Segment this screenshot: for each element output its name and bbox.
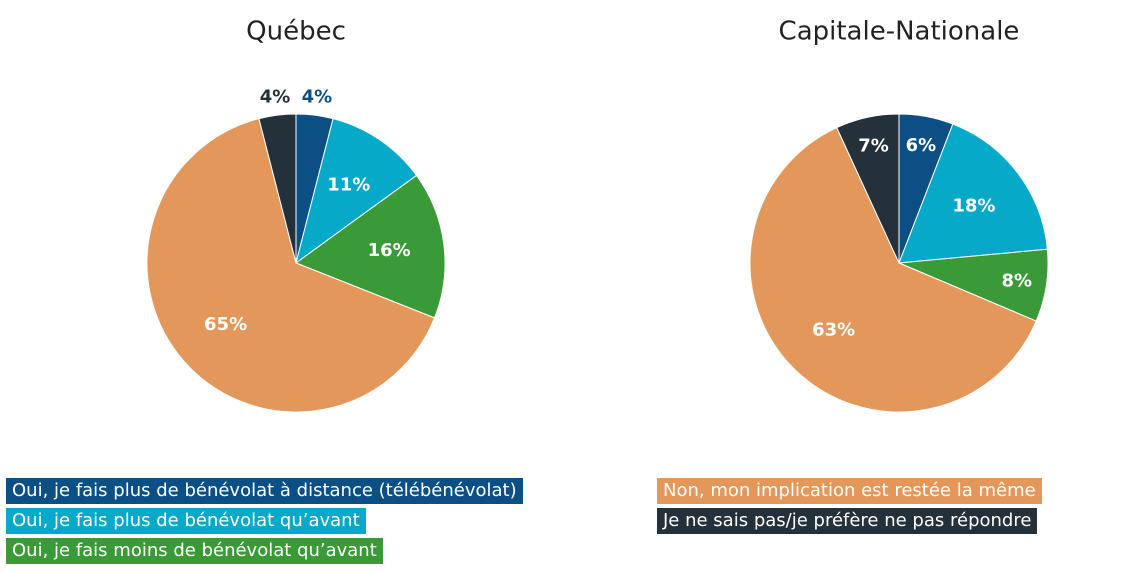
legend-entry: Oui, je fais plus de bénévolat qu’avant — [6, 508, 366, 534]
pie-slice — [294, 174, 446, 319]
chart-title: Québec — [246, 17, 346, 47]
chart-title: Capitale-Nationale — [779, 17, 1020, 47]
data-label: 8% — [1002, 270, 1033, 291]
charts: Québec 4% 11% 16% 65% 4% Capitale-Nationale 6% 1… — [146, 17, 1049, 413]
data-label: 65% — [204, 314, 247, 335]
data-label: 18% — [952, 195, 995, 216]
data-label: 7% — [858, 136, 889, 157]
data-label: 16% — [368, 240, 411, 261]
data-label: 4% — [302, 86, 333, 107]
pie-slice — [295, 118, 418, 265]
data-label: 63% — [812, 319, 855, 340]
legend-entry: Non, mon implication est restée la même — [657, 478, 1042, 504]
data-label: 4% — [260, 86, 291, 107]
pie-slice — [836, 113, 900, 264]
data-label: 6% — [906, 135, 937, 156]
legend-entry: Oui, je fais moins de bénévolat qu’avant — [6, 538, 383, 564]
data-label: 11% — [327, 174, 370, 195]
pie-slice — [258, 113, 297, 264]
legend-entry: Je ne sais pas/je préfère ne pas répondr… — [657, 508, 1038, 534]
pie-slice — [898, 123, 1048, 264]
pie-slice — [146, 118, 436, 413]
pie-slice — [749, 126, 1037, 413]
legend-entry: Oui, je fais plus de bénévolat à distanc… — [6, 478, 523, 504]
